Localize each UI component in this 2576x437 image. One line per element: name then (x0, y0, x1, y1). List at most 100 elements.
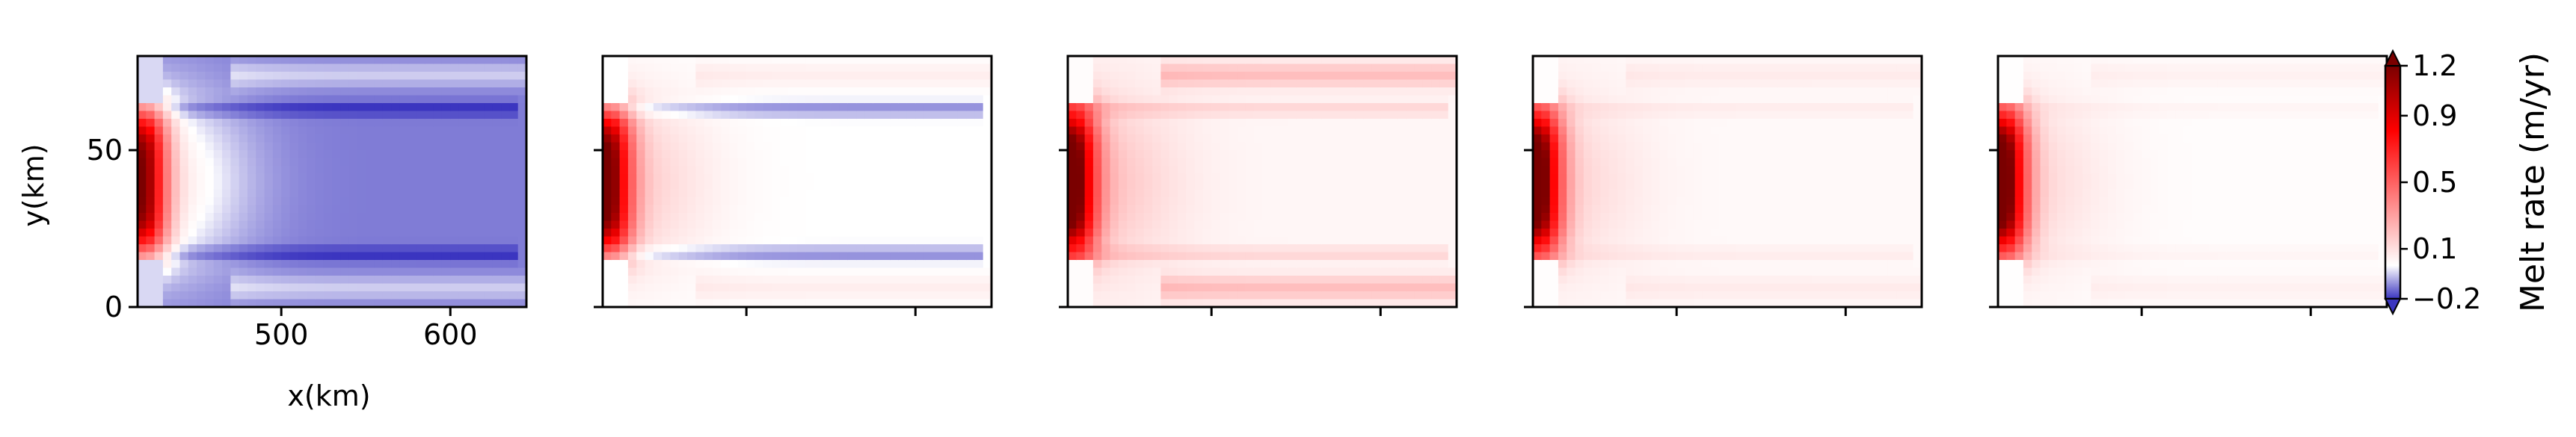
heatmap-cell (1237, 87, 1246, 96)
heatmap-cell (222, 158, 231, 167)
heatmap-cell (1202, 56, 1212, 65)
heatmap-cell (1439, 56, 1449, 65)
heatmap-cell (1330, 197, 1339, 206)
heatmap-cell (492, 63, 502, 72)
heatmap-cell (737, 213, 747, 222)
heatmap-cell (1617, 299, 1626, 308)
heatmap-cell (1533, 189, 1542, 198)
heatmap-cell (1084, 260, 1094, 269)
heatmap-cell (357, 283, 366, 292)
heatmap-cell (1389, 291, 1398, 300)
heatmap-cell (433, 103, 443, 112)
heatmap-cell (1321, 111, 1331, 120)
heatmap-cell (264, 103, 274, 112)
heatmap-cell (788, 229, 798, 238)
heatmap-cell (433, 63, 443, 72)
heatmap-cell (754, 56, 764, 65)
heatmap-cell (1296, 119, 1306, 128)
heatmap-cell (890, 276, 900, 285)
heatmap-cell (1651, 126, 1661, 135)
heatmap-cell (1211, 229, 1221, 238)
heatmap-cell (391, 150, 401, 159)
heatmap-cell (653, 220, 663, 229)
heatmap-cell (517, 244, 527, 253)
heatmap-cell (1245, 267, 1255, 276)
heatmap-cell (1101, 87, 1111, 96)
heatmap-cell (1177, 111, 1187, 120)
heatmap-cell (856, 173, 866, 182)
heatmap-cell (678, 134, 688, 143)
heatmap-cell (966, 197, 975, 206)
heatmap-cell (763, 205, 772, 214)
heatmap-cell (1634, 182, 1644, 190)
heatmap-cell (382, 213, 392, 222)
heatmap-cell (1169, 126, 1178, 135)
heatmap-cell (957, 182, 967, 190)
heatmap-cell (856, 103, 866, 112)
heatmap-cell (366, 205, 375, 214)
heatmap-cell (1186, 213, 1196, 222)
heatmap-cell (1169, 244, 1178, 253)
heatmap-cell (256, 267, 265, 276)
heatmap-cell (1397, 150, 1407, 159)
heatmap-cell (366, 276, 375, 285)
heatmap-cell (923, 166, 933, 175)
heatmap-cell (619, 229, 629, 238)
heatmap-cell (467, 79, 476, 88)
heatmap-cell (983, 173, 992, 182)
heatmap-cell (1431, 229, 1440, 238)
heatmap-cell (281, 95, 291, 104)
heatmap-cell (957, 173, 967, 182)
heatmap-cell (949, 189, 959, 198)
heatmap-cell (729, 205, 739, 214)
heatmap-cell (890, 229, 900, 238)
heatmap-cell (1549, 111, 1559, 120)
heatmap-cell (1642, 173, 1652, 182)
heatmap-cell (772, 252, 781, 261)
heatmap-cell (712, 220, 722, 229)
heatmap-cell (1642, 299, 1652, 308)
heatmap-cell (179, 142, 189, 151)
heatmap-cell (822, 267, 831, 276)
heatmap-cell (983, 134, 992, 143)
heatmap-cell (399, 158, 409, 167)
heatmap-cell (476, 244, 485, 253)
heatmap-cell (847, 189, 857, 198)
heatmap-cell (611, 283, 621, 292)
heatmap-cell (1143, 119, 1153, 128)
heatmap-cell (289, 166, 299, 175)
heatmap-cell (247, 158, 256, 167)
heatmap-cell (433, 283, 443, 292)
heatmap-cell (450, 134, 460, 143)
heatmap-cell (264, 205, 274, 214)
heatmap-cell (374, 182, 384, 190)
heatmap-cell (1321, 72, 1331, 81)
heatmap-cell (1321, 56, 1331, 65)
heatmap-cell (484, 260, 494, 269)
heatmap-cell (1431, 267, 1440, 276)
heatmap-cell (1270, 87, 1280, 96)
heatmap-cell (915, 87, 925, 96)
heatmap-cell (1076, 150, 1086, 159)
heatmap-cell (636, 72, 646, 81)
heatmap-cell (138, 95, 147, 104)
heatmap-cell (425, 72, 434, 81)
heatmap-cell (416, 173, 425, 182)
heatmap-cell (1279, 276, 1288, 285)
heatmap-cell (1659, 158, 1669, 167)
heatmap-cell (1211, 111, 1221, 120)
heatmap-cell (1626, 299, 1635, 308)
heatmap-cell (1177, 276, 1187, 285)
heatmap-cell (467, 134, 476, 143)
heatmap-cell (1541, 126, 1551, 135)
heatmap-cell (1312, 72, 1322, 81)
heatmap-cell (1558, 158, 1567, 167)
heatmap-cell (763, 63, 772, 72)
heatmap-cell (1422, 56, 1432, 65)
heatmap-cell (256, 213, 265, 222)
heatmap-cell (1110, 126, 1119, 135)
heatmap-cell (1626, 63, 1635, 72)
heatmap-cell (1397, 267, 1407, 276)
heatmap-cell (923, 142, 933, 151)
heatmap-cell (1431, 72, 1440, 81)
